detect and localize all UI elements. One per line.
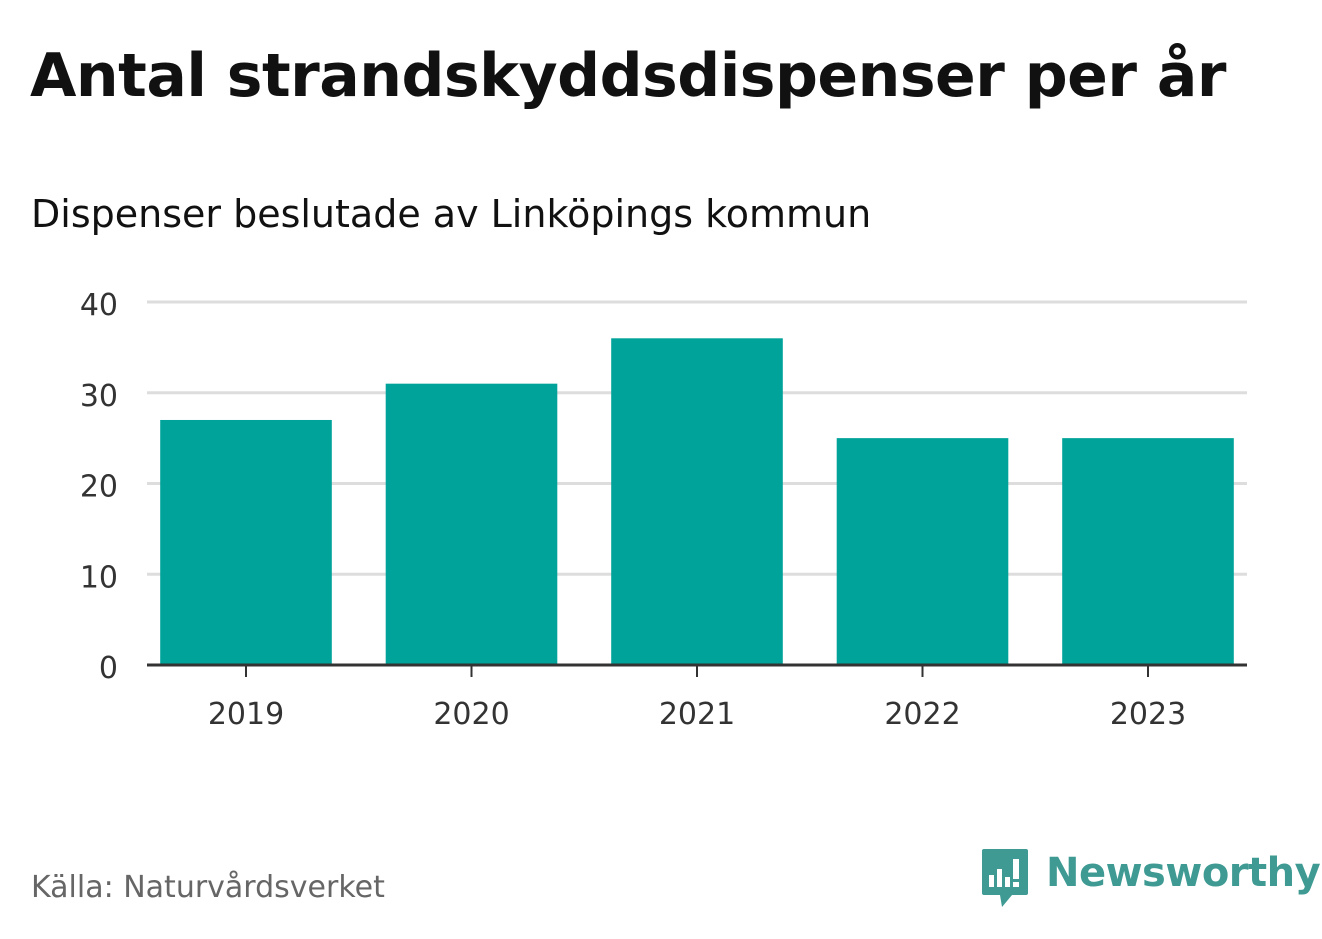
x-tick-label-2022: 2022 (884, 697, 960, 732)
newsworthy-logo: Newsworthy (980, 846, 1321, 910)
y-tick-label-30: 30 (80, 379, 118, 414)
y-tick-label-10: 10 (80, 560, 118, 595)
y-tick-label-0: 0 (99, 651, 118, 686)
bar-2022 (836, 438, 1009, 665)
y-tick-label-20: 20 (80, 470, 118, 505)
bar-2020 (385, 383, 558, 665)
y-tick-label-40: 40 (80, 288, 118, 323)
bars (160, 338, 1234, 665)
chart-subtitle: Dispenser beslutade av Linköpings kommun (31, 192, 872, 236)
axes: 0 10 20 30 40 2019 2020 2021 2022 2023 (80, 288, 1247, 732)
x-tick-label-2021: 2021 (659, 697, 735, 732)
brand-name: Newsworthy (1046, 850, 1321, 896)
source-note: Källa: Naturvårdsverket (31, 870, 385, 905)
x-tick-label-2019: 2019 (208, 697, 284, 732)
x-tick-label-2023: 2023 (1110, 697, 1186, 732)
chart-bubble-icon (982, 849, 1028, 907)
bar-2019 (160, 419, 332, 665)
bar-2023 (1062, 438, 1234, 665)
bar-chart: 0 10 20 30 40 2019 2020 2021 2022 2023 (80, 288, 1247, 732)
chart-title: Antal strandskyddsdispenser per år (30, 41, 1226, 111)
bar-2021 (611, 338, 783, 665)
x-tick-label-2020: 2020 (433, 697, 509, 732)
